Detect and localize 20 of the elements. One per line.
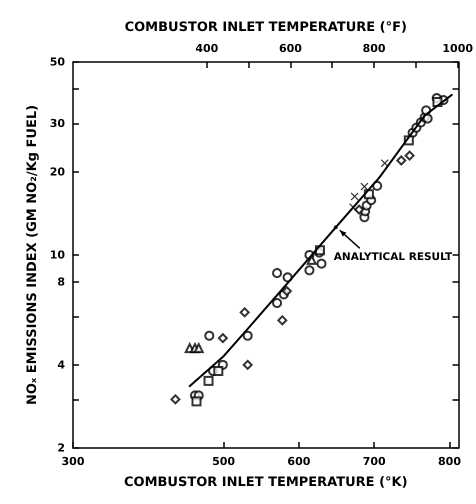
- y-tick-label: 50: [50, 56, 66, 68]
- x-tick-label: 800: [438, 455, 462, 468]
- x2-tick-label: 400: [195, 42, 219, 55]
- y-axis-title: NOₓ EMISSIONS INDEX (GM NO₂/Kg FUEL): [24, 104, 40, 406]
- annotation: ANALYTICAL RESULT: [334, 250, 454, 263]
- y-tick-label: 10: [50, 248, 66, 262]
- y-tick-label: 20: [50, 165, 66, 178]
- x2-tick-label: 600: [278, 42, 302, 55]
- x-tick-label: 700: [362, 455, 386, 468]
- x-axis-title: COMBUSTOR INLET TEMPERATURE (°K): [124, 475, 408, 490]
- x2-tick-label: 800: [362, 42, 386, 55]
- x-tick-label: 300: [62, 455, 85, 468]
- y-tick-label: 8: [57, 275, 65, 288]
- x2-tick-label: 1000: [442, 42, 474, 55]
- x-tick-label: 500: [212, 455, 236, 468]
- x-tick-label: 600: [287, 455, 311, 468]
- y-tick-label: 2: [57, 442, 65, 454]
- y-tick-label: 30: [50, 116, 66, 130]
- x2-axis-title: COMBUSTOR INLET TEMPERATURE (°F): [124, 20, 407, 35]
- y-tick-label: 4: [57, 358, 66, 372]
